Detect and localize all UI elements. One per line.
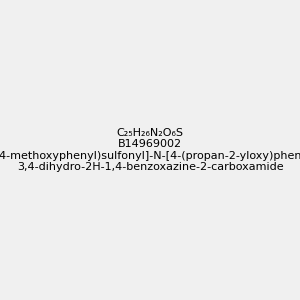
Text: C₂₅H₂₆N₂O₆S
B14969002
4-[(4-methoxyphenyl)sulfonyl]-N-[4-(propan-2-yloxy)phenyl]: C₂₅H₂₆N₂O₆S B14969002 4-[(4-methoxypheny… — [0, 128, 300, 172]
